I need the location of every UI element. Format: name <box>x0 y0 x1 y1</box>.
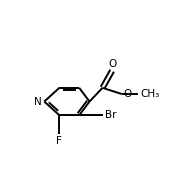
Text: Br: Br <box>105 110 116 120</box>
Text: O: O <box>108 59 116 69</box>
Text: F: F <box>56 137 62 146</box>
Text: CH₃: CH₃ <box>140 89 160 99</box>
Text: O: O <box>124 89 132 99</box>
Text: N: N <box>34 96 42 107</box>
